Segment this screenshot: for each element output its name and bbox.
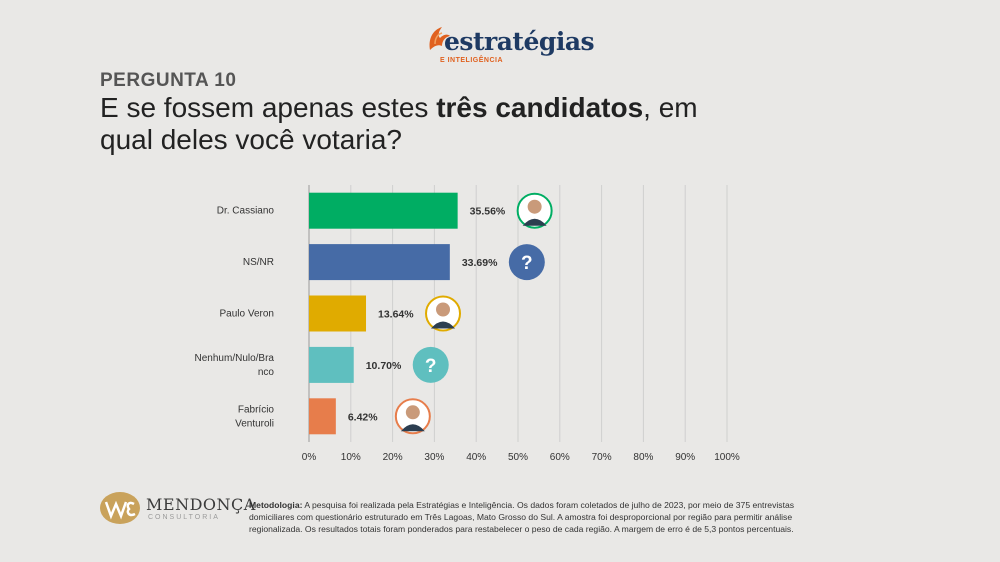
candidate-suit	[400, 424, 425, 432]
x-tick-label: 60%	[550, 452, 570, 463]
x-tick-label: 20%	[383, 452, 403, 463]
x-tick-label: 10%	[341, 452, 361, 463]
data-label: 35.56%	[470, 206, 506, 218]
data-label: 33.69%	[462, 257, 498, 269]
candidate-face	[527, 199, 542, 214]
methodology-label: Metodologia:	[249, 500, 303, 510]
question-mark-glyph: ?	[521, 253, 533, 274]
data-label: 10.70%	[366, 360, 402, 372]
question-text-bold: três candidatos	[436, 92, 644, 123]
x-tick-label: 0%	[302, 452, 317, 463]
question-text-end: , em qual deles você votaria?	[100, 92, 698, 155]
candidate-suit	[431, 321, 456, 329]
eagle-icon	[429, 27, 450, 50]
bar	[309, 295, 367, 332]
question-mark-glyph: ?	[425, 356, 437, 377]
brand-tagline: E INTELIGÊNCIA	[440, 57, 504, 64]
bar	[309, 398, 336, 435]
x-tick-label: 80%	[633, 452, 653, 463]
category-label: Dr. Cassiano	[217, 206, 275, 217]
mendonca-emblem-icon	[100, 492, 140, 524]
question-icon	[508, 244, 545, 281]
data-label: 13.64%	[378, 309, 414, 321]
mendonca-logo: MENDONÇA CONSULTORIA	[98, 490, 255, 526]
category-label: Nenhum/Nulo/Bra nco	[195, 353, 275, 378]
methodology-text: A pesquisa foi realizada pela Estratégia…	[249, 500, 795, 534]
brand-name: estratégias	[444, 27, 595, 56]
x-tick-label: 100%	[714, 452, 740, 463]
data-label: 6.42%	[348, 411, 378, 423]
candidate-face	[436, 302, 451, 317]
question-icon	[412, 346, 449, 383]
candidate-suit	[522, 218, 547, 226]
company-name: MENDONÇA	[146, 495, 256, 514]
question-number: PERGUNTA 10	[100, 70, 237, 91]
x-tick-label: 70%	[592, 452, 612, 463]
bar	[309, 192, 458, 229]
candidate-face	[405, 405, 420, 420]
bar	[309, 244, 450, 281]
x-tick-label: 40%	[466, 452, 486, 463]
bar	[309, 346, 354, 383]
x-tick-label: 30%	[424, 452, 444, 463]
company-subtitle: CONSULTORIA	[148, 514, 220, 521]
x-tick-label: 50%	[508, 452, 528, 463]
question-text-start: E se fossem apenas estes	[100, 92, 437, 123]
question-text: E se fossem apenas estes três candidatos…	[100, 92, 740, 156]
methodology-note: Metodologia: A pesquisa foi realizada pe…	[249, 500, 809, 535]
category-label: Paulo Veron	[220, 309, 275, 320]
x-tick-label: 90%	[675, 452, 695, 463]
estrategias-logo: estratégias E INTELIGÊNCIA	[426, 22, 595, 68]
category-label: NS/NR	[243, 257, 274, 268]
category-label: Fabrício Venturoli	[235, 404, 274, 429]
